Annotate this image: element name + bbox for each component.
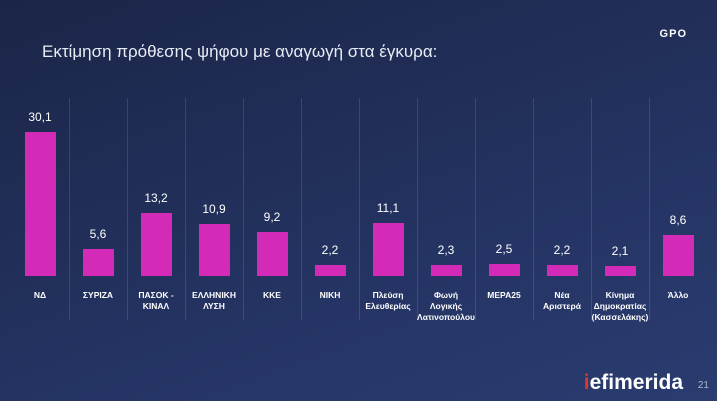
divider <box>533 98 534 320</box>
bar <box>662 234 694 276</box>
value-label: 30,1 <box>28 110 52 124</box>
logo: GPO <box>659 28 687 40</box>
bar <box>82 249 114 276</box>
bar <box>430 264 462 276</box>
category-label: Πλεύση Ελευθερίας <box>365 290 411 311</box>
value-label: 2,2 <box>553 243 571 258</box>
bar <box>372 222 404 276</box>
value-label: 2,1 <box>611 243 629 258</box>
page-number: 21 <box>697 380 709 391</box>
divider <box>243 98 244 320</box>
category-label: Κίνημα Δημοκρατίας (Κασσελάκης) <box>591 290 649 322</box>
category-label: ΕΛΛΗΝΙΚΗ ΛΥΣΗ <box>192 290 236 311</box>
category-label: Φωνή Λογικής Λατινοπούλου <box>417 290 475 322</box>
divider <box>127 98 128 320</box>
bar <box>256 231 288 276</box>
value-label: 5,6 <box>89 227 107 242</box>
chart-title: Εκτίμηση πρόθεσης ψήφου με αναγωγή στα έ… <box>42 42 438 61</box>
divider <box>185 98 186 320</box>
value-label: 2,5 <box>495 242 513 257</box>
divider <box>359 98 360 320</box>
value-label: 10,9 <box>202 201 226 216</box>
bar <box>198 223 230 276</box>
bar <box>604 265 636 276</box>
divider <box>417 98 418 320</box>
divider <box>301 98 302 320</box>
value-label: 13,2 <box>144 190 168 205</box>
category-label: ΝΔ <box>33 290 47 300</box>
bar <box>314 265 346 276</box>
category-label: Άλλο <box>667 290 689 300</box>
value-label: 2,2 <box>321 243 339 258</box>
category-label: ΣΥΡΙΖΑ <box>82 290 114 300</box>
category-label: ΝΙΚΗ <box>319 290 341 300</box>
bar <box>140 212 172 276</box>
value-label: 8,6 <box>669 212 687 227</box>
divider <box>649 98 650 320</box>
divider <box>591 98 592 320</box>
bar <box>546 265 578 276</box>
divider <box>475 98 476 320</box>
category-label: Νέα Αριστερά <box>543 290 581 311</box>
bar <box>24 132 56 276</box>
category-label: ΚΚΕ <box>263 290 281 300</box>
bar <box>488 264 520 276</box>
value-label: 9,2 <box>263 209 281 224</box>
brand: iefimerida <box>583 371 683 394</box>
divider <box>69 98 70 320</box>
category-label: ΜΕΡΑ25 <box>487 290 521 300</box>
value-label: 2,3 <box>437 242 455 257</box>
value-label: 11,1 <box>376 200 400 215</box>
category-label: ΠΑΣΟΚ - ΚΙΝΑΛ <box>138 290 174 311</box>
